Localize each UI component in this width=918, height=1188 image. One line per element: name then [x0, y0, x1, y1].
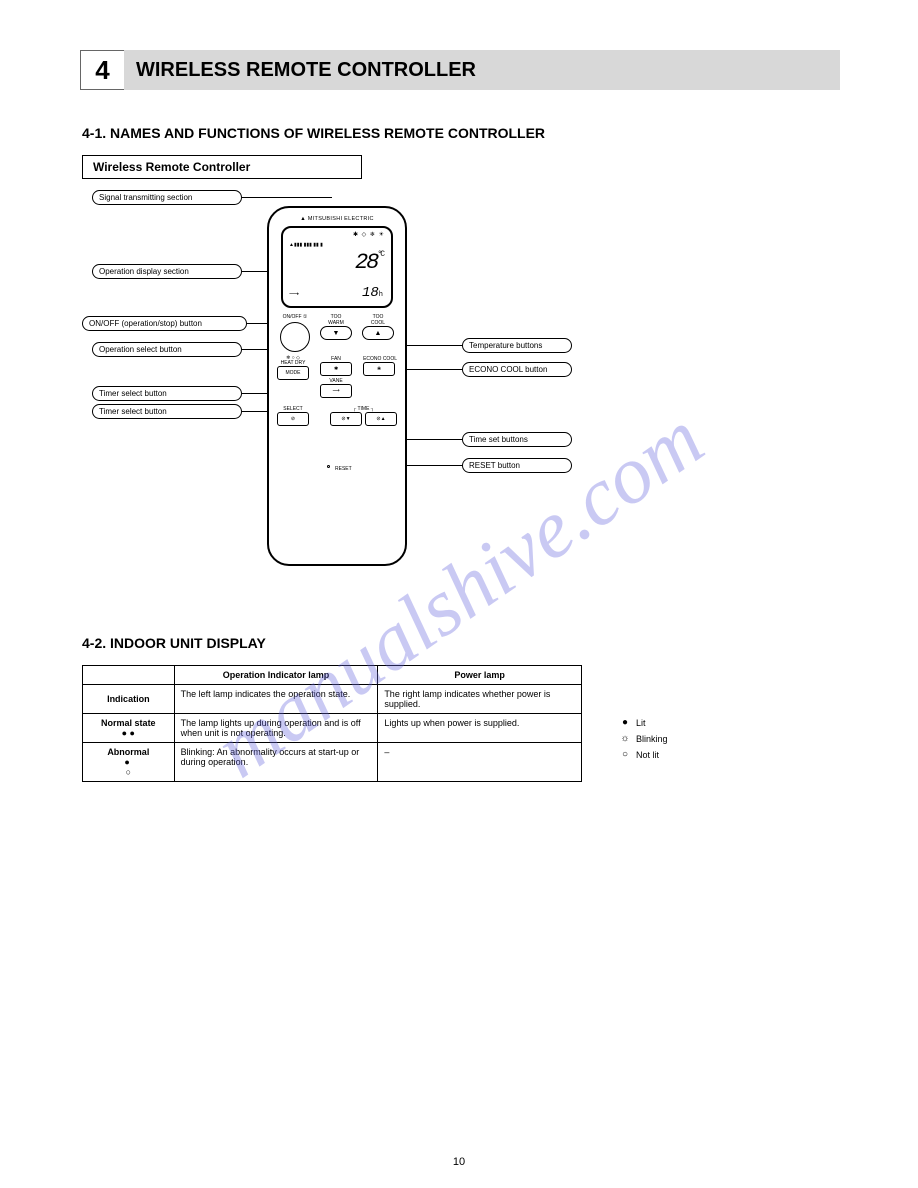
page-number: 10 — [453, 1156, 465, 1168]
row-label: Normal state ● ● — [83, 714, 175, 743]
reset-label: RESET — [335, 466, 352, 472]
temp-up-button[interactable]: ▲ — [362, 326, 394, 340]
fan-group: FAN ✱ VANE ⟶ — [320, 356, 352, 398]
temp-down-button[interactable]: ▼ — [320, 326, 352, 340]
callout-econo: ECONO COOL button — [462, 362, 572, 377]
econo-button[interactable]: ❀ — [363, 362, 395, 376]
row-label: Abnormal ● ○ — [83, 743, 175, 782]
lcd-timer: 18h — [362, 285, 383, 301]
callout-display: Operation display section — [92, 264, 242, 279]
select-button[interactable]: ⊘ — [277, 412, 309, 426]
econo-group: ECONO COOL ❀ — [363, 356, 397, 398]
row-onoff-temp: ON/OFF ① TOO WARM ▼ TOO COOL ▲ — [269, 314, 405, 352]
callout-onoff: ON/OFF (operation/stop) button — [82, 316, 247, 331]
remote-diagram: Signal transmitting section Operation di… — [82, 182, 842, 582]
lcd-temp: 28°C — [355, 250, 383, 275]
too-warm-label: TOO WARM — [320, 314, 352, 326]
mode-icons: ❄ ○ ◇HEAT DRY — [277, 356, 309, 366]
legend-item: ○Not lit — [620, 747, 668, 763]
leader-line — [402, 345, 462, 346]
th-power-lamp: Power lamp — [378, 666, 582, 685]
cell: – — [378, 743, 582, 782]
vane-button[interactable]: ⟶ — [320, 384, 352, 398]
lcd-vane-icon: ⟶ — [289, 290, 299, 298]
onoff-group: ON/OFF ① — [280, 314, 310, 352]
fan-button[interactable]: ✱ — [320, 362, 352, 376]
reset-hole[interactable] — [327, 465, 330, 468]
section-header: 4 WIRELESS REMOTE CONTROLLER — [80, 50, 840, 90]
blink-icon: ☼ — [620, 731, 630, 747]
boxed-subtitle: Wireless Remote Controller — [82, 155, 362, 179]
lcd-mode-icons: ✱ ◇ ❄ ☀ — [353, 231, 385, 238]
remote-brand: ▲ MITSUBISHI ELECTRIC — [269, 216, 405, 222]
leader-line — [242, 197, 332, 198]
section-number: 4 — [80, 50, 125, 90]
onoff-label: ON/OFF ① — [280, 314, 310, 320]
table-row: Indication The left lamp indicates the o… — [83, 685, 582, 714]
time-down-button[interactable]: ⊘▼ — [330, 412, 362, 426]
callout-temp: Temperature buttons — [462, 338, 572, 353]
legend-item: ●Lit — [620, 715, 668, 731]
indicator-table: Operation Indicator lamp Power lamp Indi… — [82, 665, 582, 782]
th-blank — [83, 666, 175, 685]
time-up-button[interactable]: ⊘▲ — [365, 412, 397, 426]
callout-time: Time set buttons — [462, 432, 572, 447]
remote-lcd: ✱ ◇ ❄ ☀ ▲▮▮▮ ▮▮▮ ▮▮ ▮ 28°C 18h ⟶ — [281, 226, 393, 308]
row-select-time: SELECT ⊘ ┌ TIME ┐ ⊘▼ ⊘▲ — [269, 406, 405, 426]
th-op-lamp: Operation Indicator lamp — [174, 666, 378, 685]
row-fan-econo: ❄ ○ ◇HEAT DRY MODE FAN ✱ VANE ⟶ ECONO CO… — [269, 356, 405, 398]
callout-timer-sel: Timer select button — [92, 386, 242, 401]
too-warm-group: TOO WARM ▼ — [320, 314, 352, 352]
indicator-table-area: Operation Indicator lamp Power lamp Indi… — [82, 665, 842, 782]
subsection-4-1: 4-1. NAMES AND FUNCTIONS OF WIRELESS REM… — [82, 125, 545, 141]
mode-group: ❄ ○ ◇HEAT DRY MODE — [277, 356, 309, 398]
remote-body: ▲ MITSUBISHI ELECTRIC ✱ ◇ ❄ ☀ ▲▮▮▮ ▮▮▮ ▮… — [267, 206, 407, 566]
too-cool-group: TOO COOL ▲ — [362, 314, 394, 352]
leader-line — [402, 369, 462, 370]
legend: ●Lit ☼Blinking ○Not lit — [620, 715, 668, 763]
cell: The left lamp indicates the operation st… — [174, 685, 378, 714]
cell: The lamp lights up during operation and … — [174, 714, 378, 743]
mode-button[interactable]: MODE — [277, 366, 309, 380]
econo-label: ECONO COOL — [363, 356, 397, 362]
too-cool-label: TOO COOL — [362, 314, 394, 326]
off-icon: ○ — [620, 747, 630, 763]
row-label: Indication — [83, 685, 175, 714]
callout-signal: Signal transmitting section — [92, 190, 242, 205]
table-row: Abnormal ● ○ Blinking: An abnormality oc… — [83, 743, 582, 782]
callout-timer-sel2: Timer select button — [92, 404, 242, 419]
callout-mode: Operation select button — [92, 342, 242, 357]
cell: Blinking: An abnormality occurs at start… — [174, 743, 378, 782]
lit-icon: ● — [620, 715, 630, 731]
subsection-4-2: 4-2. INDOOR UNIT DISPLAY — [82, 635, 266, 651]
cell: Lights up when power is supplied. — [378, 714, 582, 743]
section-title: WIRELESS REMOTE CONTROLLER — [124, 50, 840, 90]
cell: The right lamp indicates whether power i… — [378, 685, 582, 714]
select-group: SELECT ⊘ — [277, 406, 309, 426]
legend-item: ☼Blinking — [620, 731, 668, 747]
onoff-button[interactable] — [280, 322, 310, 352]
table-row: Normal state ● ● The lamp lights up duri… — [83, 714, 582, 743]
lcd-fan-bars: ▲▮▮▮ ▮▮▮ ▮▮ ▮ — [289, 242, 323, 249]
time-group: ┌ TIME ┐ ⊘▼ ⊘▲ — [330, 406, 397, 426]
callout-reset: RESET button — [462, 458, 572, 473]
